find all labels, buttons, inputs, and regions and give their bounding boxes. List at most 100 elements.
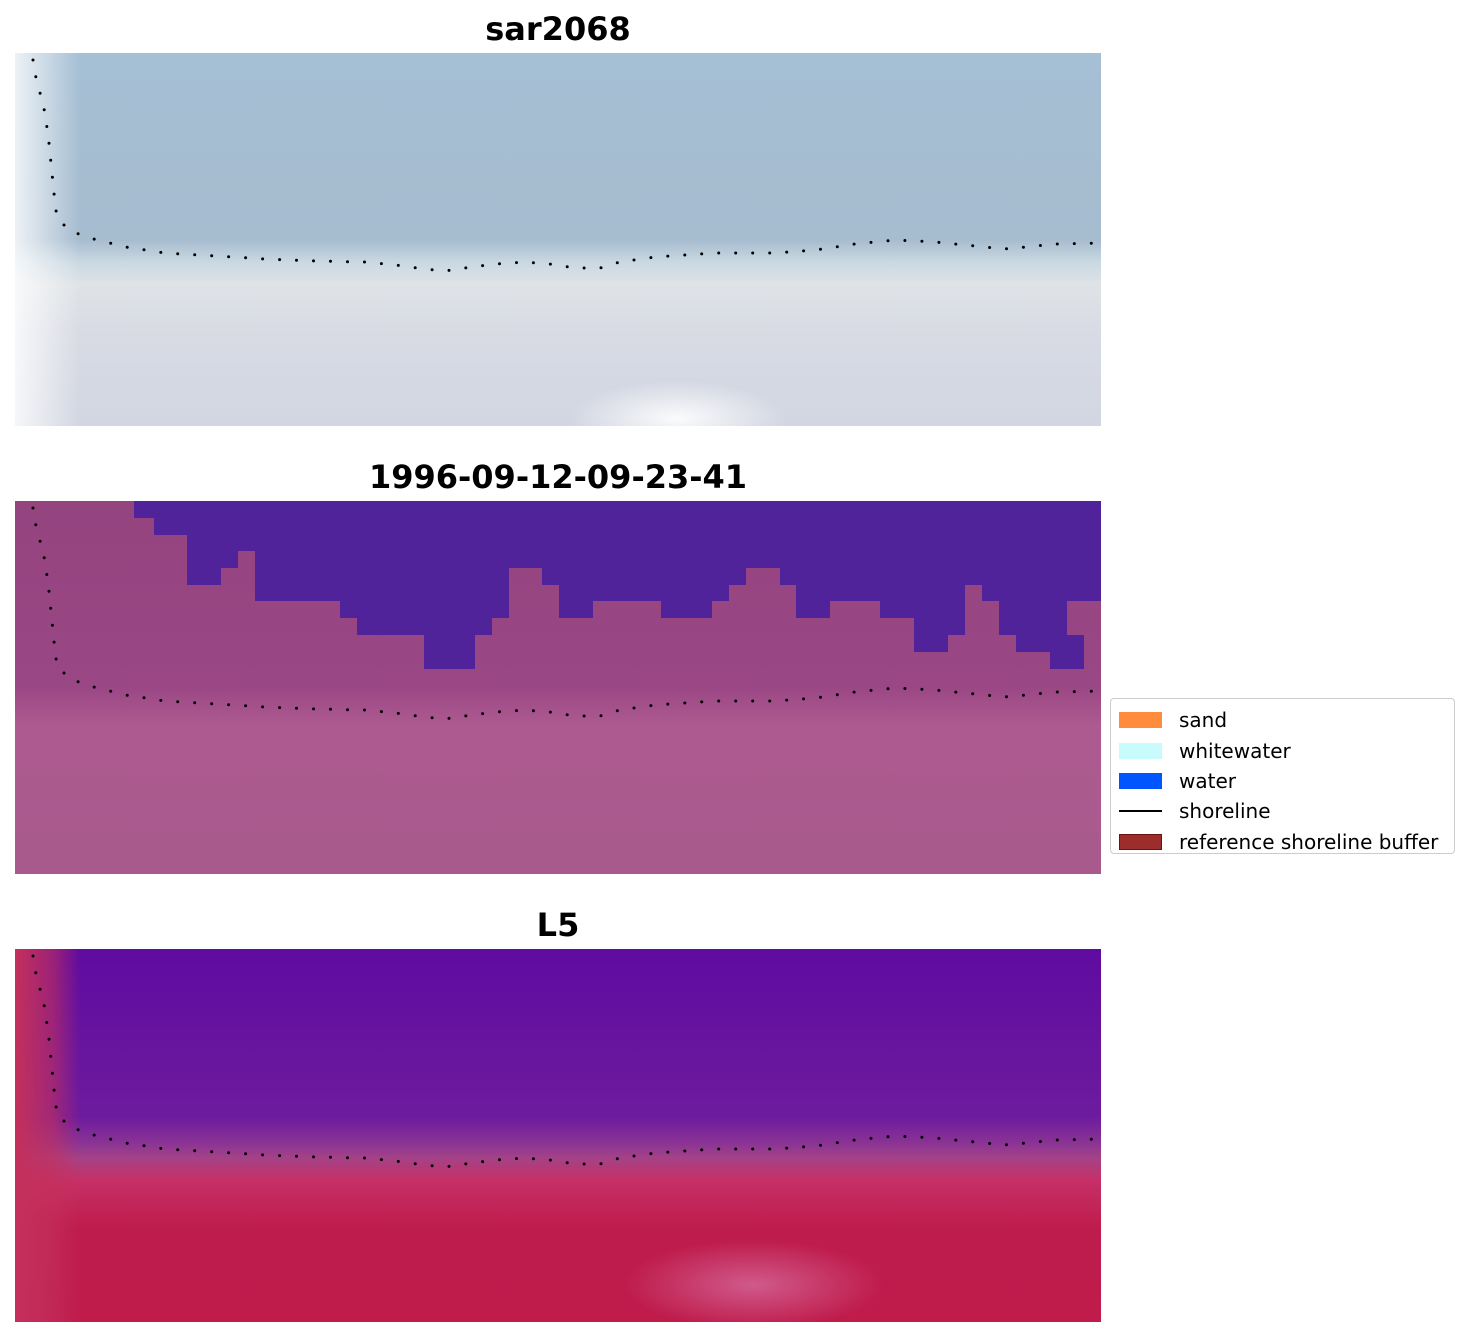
shoreline-dot <box>971 692 975 696</box>
shoreline-dot <box>498 1158 501 1162</box>
shoreline-dot <box>329 259 332 263</box>
shoreline-dot <box>329 1155 332 1159</box>
shoreline-dot <box>142 696 146 700</box>
shoreline-dot <box>835 1141 839 1145</box>
shoreline-dot <box>988 246 992 249</box>
shoreline-dot <box>971 244 975 248</box>
whitewater-swatch <box>1119 742 1162 759</box>
shoreline-dot <box>210 702 214 706</box>
shoreline-dot <box>683 253 687 257</box>
shoreline-dot <box>531 709 535 713</box>
shoreline-dot <box>38 987 42 991</box>
shoreline-dot <box>45 125 49 128</box>
shoreline-dot <box>295 1154 298 1158</box>
shoreline-dot <box>700 1148 704 1152</box>
shoreline-dot <box>903 687 907 690</box>
shoreline-dot <box>937 240 941 244</box>
shoreline-dot <box>261 705 265 709</box>
shoreline-dot <box>109 689 113 693</box>
shoreline-dot <box>396 263 400 267</box>
shoreline-dot <box>92 237 96 241</box>
legend-item-whitewater: whitewater <box>1119 735 1446 765</box>
shoreline-dot <box>244 704 248 708</box>
legend-item-sand: sand <box>1119 705 1446 735</box>
rgb-image-svg <box>15 53 1101 426</box>
shoreline-dot <box>42 556 46 560</box>
shoreline-dot <box>413 1162 417 1166</box>
shoreline-dot <box>49 606 53 610</box>
shoreline-dot <box>751 1147 755 1151</box>
shoreline-dot <box>582 714 586 718</box>
shoreline-dot <box>531 1157 535 1161</box>
shoreline-dot <box>379 1158 383 1162</box>
shoreline-dot <box>42 108 46 112</box>
shoreline-dot <box>346 708 349 712</box>
shoreline-dot <box>42 1004 46 1008</box>
shoreline-dot <box>447 268 451 272</box>
reference-shoreline-dots <box>31 58 1093 272</box>
shoreline-dot <box>768 699 772 703</box>
legend: sand whitewater water shoreline referenc… <box>1110 698 1455 854</box>
shoreline-dot <box>54 657 58 661</box>
shoreline-dot <box>47 589 51 593</box>
shoreline-dot <box>632 1154 636 1158</box>
shoreline-dot <box>615 1157 619 1161</box>
shoreline-dot <box>92 685 96 689</box>
shoreline-dot <box>1072 690 1076 694</box>
shoreline-dot <box>49 158 53 162</box>
shoreline-dot <box>1055 242 1059 246</box>
shoreline-dot <box>312 707 315 711</box>
shoreline-dot <box>920 1135 924 1139</box>
shoreline-dot <box>819 247 822 251</box>
shoreline-dot <box>515 709 518 713</box>
shoreline-dot <box>50 623 54 627</box>
shoreline-dot <box>34 523 38 527</box>
index-image-svg <box>15 949 1101 1322</box>
shoreline-dot <box>802 697 806 701</box>
shoreline-dot <box>176 700 180 704</box>
panel-title-index: L5 <box>536 906 580 944</box>
shoreline-dot <box>1038 1140 1042 1143</box>
shoreline-dot <box>295 258 298 262</box>
shoreline-dot <box>1005 247 1008 251</box>
legend-item-shoreline: shoreline <box>1119 796 1446 826</box>
shoreline-dot <box>954 690 958 694</box>
shoreline-dot <box>649 704 653 708</box>
shoreline-dot <box>278 258 282 262</box>
shoreline-dot <box>615 261 619 265</box>
shoreline-dot <box>869 240 873 244</box>
shoreline-dot <box>717 251 721 255</box>
shoreline-dot <box>548 262 552 266</box>
legend-item-water: water <box>1119 766 1446 796</box>
shoreline-dot <box>379 710 383 714</box>
shoreline-dot <box>920 687 924 691</box>
shoreline-dot <box>38 539 42 543</box>
shoreline-dot <box>683 701 687 705</box>
shoreline-dot <box>886 239 890 243</box>
classified-water-region <box>134 501 1101 669</box>
shoreline-dot <box>49 1054 53 1058</box>
shoreline-dot <box>464 714 468 718</box>
shoreline-dot <box>45 573 49 576</box>
shoreline-dot <box>62 223 66 227</box>
shoreline-dot <box>751 699 755 703</box>
shoreline-dot <box>599 714 603 718</box>
shoreline-dot <box>717 699 721 703</box>
panel-title-rgb: sar2068 <box>485 10 631 48</box>
classification-image-svg <box>15 501 1101 874</box>
sand-swatch <box>1119 712 1162 729</box>
shoreline-dot <box>76 680 80 684</box>
legend-label-reference-shoreline-buffer: reference shoreline buffer <box>1179 829 1439 854</box>
shoreline-dot <box>312 259 315 263</box>
shoreline-dot <box>227 1151 231 1155</box>
shoreline-dot <box>869 688 873 692</box>
shoreline-dot <box>261 1153 265 1157</box>
shoreline-dot <box>278 706 282 710</box>
shoreline-dot <box>751 251 755 255</box>
shoreline-dot <box>565 1161 569 1165</box>
shoreline-dot <box>413 266 417 270</box>
shoreline-dot <box>227 255 231 259</box>
shoreline-dot <box>954 1138 958 1142</box>
shoreline-dot <box>47 1037 51 1041</box>
shoreline-dot <box>193 253 197 257</box>
